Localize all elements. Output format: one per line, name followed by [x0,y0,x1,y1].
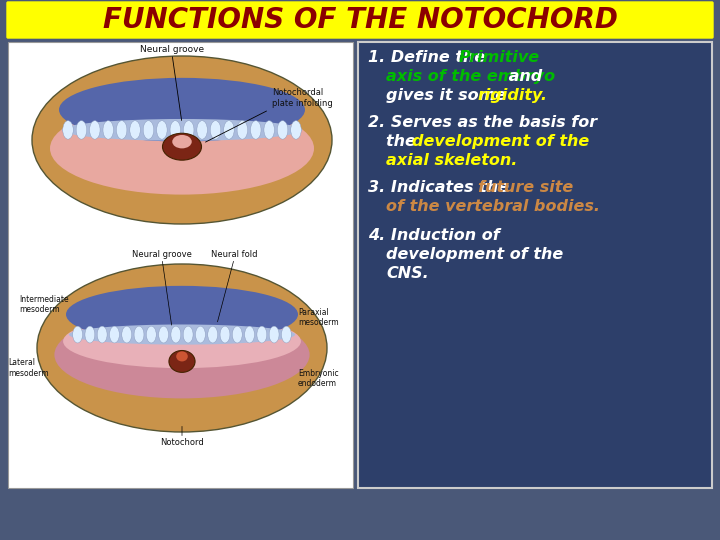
Ellipse shape [269,326,279,343]
Text: Notochordal
plate infolding: Notochordal plate infolding [272,89,333,107]
Text: gives it some: gives it some [386,88,512,103]
Text: axial skeleton.: axial skeleton. [386,153,518,168]
Ellipse shape [63,120,73,139]
Text: development of the: development of the [412,134,589,149]
Ellipse shape [109,326,120,343]
Ellipse shape [163,133,202,160]
Ellipse shape [257,326,267,343]
Ellipse shape [130,120,140,139]
Ellipse shape [172,135,192,148]
Ellipse shape [183,326,193,343]
Text: Neural fold: Neural fold [211,249,258,259]
Text: 1. Define the: 1. Define the [368,50,491,65]
Ellipse shape [245,326,254,343]
Ellipse shape [73,326,83,343]
Text: Lateral
mesoderm: Lateral mesoderm [8,359,49,378]
Ellipse shape [122,326,132,343]
Ellipse shape [76,120,86,139]
Ellipse shape [224,120,234,139]
Text: rigidity.: rigidity. [477,88,547,103]
Ellipse shape [170,120,181,139]
Ellipse shape [117,120,127,139]
Ellipse shape [176,352,188,361]
Text: Neural groove: Neural groove [132,249,192,259]
Text: Embryonic
endoderm: Embryonic endoderm [298,368,338,388]
Text: Notochord: Notochord [160,438,204,447]
Ellipse shape [158,326,168,343]
Text: 4. Induction of: 4. Induction of [368,228,500,243]
Ellipse shape [210,120,221,139]
Ellipse shape [277,120,288,139]
Ellipse shape [50,102,314,194]
Text: development of the: development of the [386,247,563,262]
FancyBboxPatch shape [358,42,712,488]
Ellipse shape [237,120,248,139]
Ellipse shape [282,326,292,343]
Ellipse shape [264,120,274,139]
Ellipse shape [85,326,95,343]
Ellipse shape [291,120,301,139]
Ellipse shape [103,120,114,139]
Text: 3. Indicates the: 3. Indicates the [368,180,515,195]
Text: FUNCTIONS OF THE NOTOCHORD: FUNCTIONS OF THE NOTOCHORD [102,6,618,34]
Ellipse shape [146,326,156,343]
Ellipse shape [143,120,154,139]
Ellipse shape [208,326,217,343]
Ellipse shape [184,120,194,139]
Ellipse shape [220,326,230,343]
Ellipse shape [69,325,295,345]
Ellipse shape [196,326,205,343]
Ellipse shape [63,314,301,368]
FancyBboxPatch shape [7,2,713,38]
Ellipse shape [62,119,302,141]
Text: future site: future site [479,180,574,195]
Text: Intermediate
mesoderm: Intermediate mesoderm [19,295,69,314]
Text: Primitive: Primitive [459,50,540,65]
Ellipse shape [134,326,144,343]
Text: 2. Serves as the basis for: 2. Serves as the basis for [368,115,597,130]
Ellipse shape [197,120,207,139]
Ellipse shape [55,311,310,399]
Text: and: and [503,69,542,84]
Ellipse shape [171,326,181,343]
Ellipse shape [89,120,100,139]
Text: of the vertebral bodies.: of the vertebral bodies. [386,199,600,214]
Ellipse shape [169,350,195,373]
Ellipse shape [37,264,327,432]
FancyBboxPatch shape [8,42,353,488]
Ellipse shape [66,286,298,343]
Ellipse shape [32,56,332,224]
Ellipse shape [157,120,167,139]
Ellipse shape [59,78,305,141]
Ellipse shape [233,326,242,343]
Ellipse shape [97,326,107,343]
Text: axis of the embryo: axis of the embryo [386,69,555,84]
Text: the: the [386,134,421,149]
Text: Neural groove: Neural groove [140,45,204,54]
Ellipse shape [251,120,261,139]
Text: Paraxial
mesoderm: Paraxial mesoderm [298,308,338,327]
Text: CNS.: CNS. [386,266,428,281]
